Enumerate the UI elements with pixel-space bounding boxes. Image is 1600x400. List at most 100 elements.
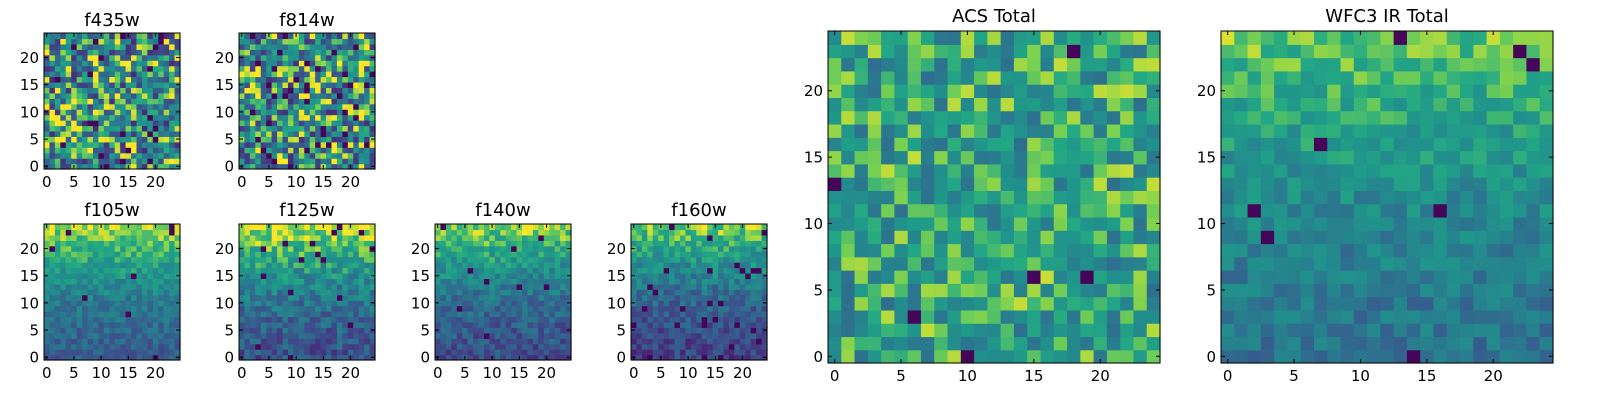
- heatmap-cell: [298, 278, 305, 285]
- heatmap-cell: [347, 234, 354, 241]
- heatmap-cell: [315, 251, 322, 258]
- heatmap-cell: [467, 234, 474, 241]
- heatmap-cell: [538, 343, 545, 350]
- heatmap-cell: [636, 294, 643, 301]
- x-tick-label: 20: [341, 173, 360, 191]
- heatmap-cell: [309, 60, 316, 67]
- heatmap-cell: [641, 338, 648, 345]
- heatmap-cell: [1040, 203, 1055, 218]
- heatmap-cell: [867, 256, 882, 271]
- heatmap-cell: [277, 54, 284, 61]
- heatmap-cell: [260, 229, 267, 236]
- heatmap-cell: [298, 65, 305, 72]
- heatmap-cell: [538, 316, 545, 323]
- heatmap-cell: [538, 272, 545, 279]
- heatmap-cell: [1247, 216, 1262, 231]
- heatmap-cell: [98, 234, 105, 241]
- heatmap-cell: [44, 43, 51, 50]
- heatmap-cell: [131, 321, 138, 328]
- heatmap-cell: [920, 150, 935, 165]
- heatmap-cell: [728, 349, 735, 356]
- heatmap-cell: [647, 229, 654, 236]
- heatmap-cell: [440, 316, 447, 323]
- heatmap-cell: [71, 267, 78, 274]
- heatmap-cell: [60, 262, 67, 269]
- heatmap-cell: [315, 256, 322, 263]
- heatmap-cell: [500, 354, 507, 361]
- heatmap-cell: [158, 54, 165, 61]
- heatmap-cell: [293, 114, 300, 121]
- y-tick-label: 5: [420, 321, 430, 339]
- heatmap-cell: [114, 33, 121, 40]
- heatmap-cell: [538, 327, 545, 334]
- heatmap-cell: [358, 120, 365, 127]
- heatmap-cell: [320, 114, 327, 121]
- heatmap-cell: [255, 81, 262, 88]
- heatmap-cell: [712, 343, 719, 350]
- heatmap-cell: [315, 125, 322, 132]
- heatmap-cell: [315, 262, 322, 269]
- heatmap-cell: [49, 332, 56, 339]
- heatmap-cell: [494, 272, 501, 279]
- heatmap-cell: [1460, 190, 1474, 205]
- heatmap-cell: [147, 152, 154, 159]
- heatmap-cell: [451, 229, 458, 236]
- heatmap-cell: [244, 109, 251, 116]
- heatmap-cell: [98, 141, 105, 148]
- heatmap-cell: [739, 251, 746, 258]
- heatmap-cell: [1013, 163, 1028, 178]
- heatmap-cell: [76, 114, 83, 121]
- heatmap-cell: [169, 87, 176, 94]
- heatmap-cell: [364, 234, 371, 241]
- heatmap-cell: [440, 343, 447, 350]
- heatmap-cell: [451, 300, 458, 307]
- heatmap-cell: [1513, 270, 1528, 284]
- heatmap-cell: [1234, 216, 1249, 231]
- heatmap-cell: [158, 130, 165, 137]
- heatmap-cell: [1420, 216, 1435, 231]
- heatmap-cell: [326, 245, 333, 252]
- heatmap-cell: [336, 125, 343, 132]
- heatmap-cell: [336, 60, 343, 67]
- heatmap-cell: [49, 147, 56, 154]
- heatmap-cell: [244, 60, 251, 67]
- heatmap-cell: [147, 327, 154, 334]
- x-tick-label: 5: [264, 173, 274, 191]
- heatmap-cell: [1027, 243, 1042, 258]
- heatmap-cell: [287, 147, 294, 154]
- heatmap-cell: [298, 316, 305, 323]
- heatmap-cell: [174, 224, 181, 231]
- heatmap-cell: [532, 240, 539, 247]
- heatmap-cell: [934, 190, 949, 205]
- heatmap-cell: [163, 49, 170, 56]
- heatmap-cell: [293, 240, 300, 247]
- heatmap-cell: [98, 327, 105, 334]
- heatmap-cell: [347, 305, 354, 312]
- heatmap-cell: [489, 321, 496, 328]
- heatmap-cell: [163, 98, 170, 105]
- heatmap-cell: [974, 296, 988, 311]
- heatmap-cell: [174, 332, 181, 339]
- heatmap-cell: [141, 349, 148, 356]
- heatmap-cell: [532, 354, 539, 361]
- heatmap-cell: [49, 245, 56, 252]
- heatmap-cell: [282, 87, 289, 94]
- heatmap-cell: [304, 338, 311, 345]
- heatmap-cell: [1499, 216, 1514, 231]
- heatmap-cell: [1146, 31, 1161, 45]
- heatmap-cell: [478, 256, 485, 263]
- heatmap-cell: [326, 87, 333, 94]
- heatmap-cell: [1133, 296, 1148, 311]
- heatmap-cell: [920, 177, 935, 191]
- heatmap-cell: [841, 97, 856, 112]
- heatmap-cell: [347, 294, 354, 301]
- heatmap-cell: [1120, 256, 1135, 271]
- heatmap-cell: [109, 65, 116, 72]
- heatmap-cell: [674, 278, 681, 285]
- heatmap-cell: [71, 316, 78, 323]
- heatmap-cell: [696, 283, 703, 290]
- heatmap-cell: [669, 349, 676, 356]
- heatmap-cell: [1000, 336, 1015, 351]
- heatmap-cell: [114, 240, 121, 247]
- heatmap-cell: [287, 311, 294, 318]
